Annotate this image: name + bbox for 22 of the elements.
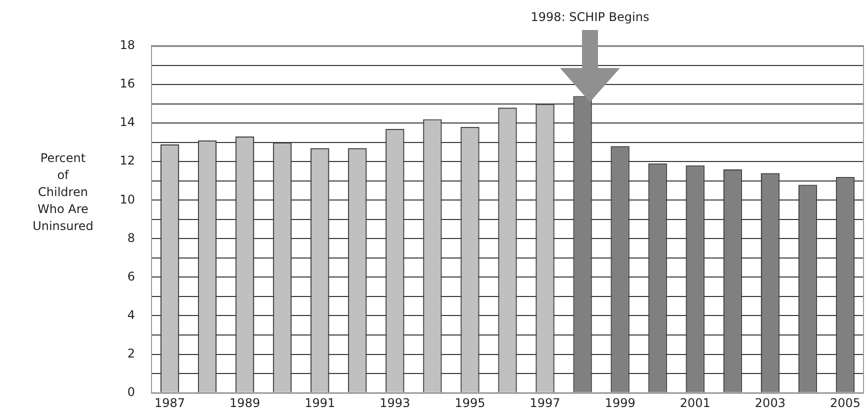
y-tick-label: 14 [120,115,135,130]
x-tick-label: 1999 [604,396,636,410]
y-axis-title: Percent of Children Who Are Uninsured [32,150,94,235]
y-tick-label: 18 [120,38,135,52]
x-tick-label: 2001 [680,396,710,410]
x-tick-label: 2005 [830,396,861,410]
y-tick-label: 6 [127,269,135,284]
x-tick-label: 1987 [154,396,186,410]
text: 1998: SCHIP Begins [530,10,650,24]
y-tick-label: 2 [127,346,135,360]
x-tick-label: 1995 [454,396,486,410]
x-tick-label: 1989 [230,396,260,410]
y-tick-label: 10 [120,192,135,206]
y-tick-label: 0 [127,384,135,399]
y-tick-label: 12 [120,154,135,168]
x-tick-label: 1991 [304,396,336,410]
x-tick-label: 2003 [754,396,786,410]
x-tick-label: 1993 [380,396,410,410]
x-tick-label: 1997 [530,396,560,410]
y-tick-label: 8 [127,230,135,245]
y-tick-label: 4 [127,308,135,322]
y-tick-label: 16 [120,76,135,91]
